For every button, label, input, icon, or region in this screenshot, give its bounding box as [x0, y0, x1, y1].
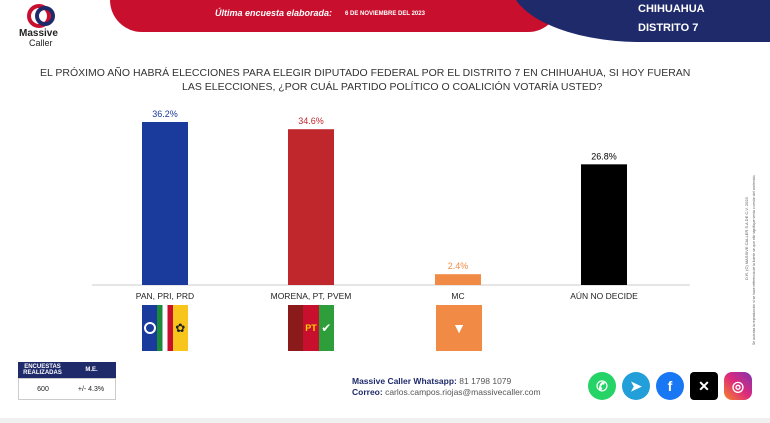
- survey-moe: +/- 4.3%: [77, 385, 105, 393]
- copyright-line-1: D.R. (C) MASSIVE CALLER S.A DE C.V. 2023: [744, 196, 749, 280]
- pvem-icon: ✔: [318, 305, 334, 351]
- category-label-0: PAN, PRI, PRD: [136, 291, 194, 301]
- eagle-icon: ▼: [452, 320, 466, 336]
- survey-label: Última encuesta elaborada:: [215, 8, 333, 18]
- mc-logo: ▼: [436, 305, 482, 351]
- telegram-icon[interactable]: ➤: [622, 372, 650, 400]
- brand-name-2: Caller: [29, 38, 53, 48]
- morena-icon: [288, 305, 304, 351]
- pri-icon: [157, 305, 173, 351]
- contact-info: Massive Caller Whatsapp: 81 1798 1079 Co…: [352, 376, 541, 398]
- email-address[interactable]: carlos.campos.riojas@massivecaller.com: [385, 387, 541, 397]
- pan-pri-prd-logo: ✿: [142, 305, 188, 351]
- value-label-1: 34.6%: [298, 116, 324, 126]
- prd-icon: ✿: [172, 305, 188, 351]
- category-label-3: AÚN NO DECIDE: [570, 291, 638, 301]
- bar-2: [435, 274, 481, 285]
- whatsapp-number[interactable]: 81 1798 1079: [459, 376, 512, 386]
- massive-caller-logo-icon: [27, 4, 55, 28]
- survey-size-header: ENCUESTAS REALIZADAS: [23, 364, 62, 376]
- bar-3: [581, 164, 627, 285]
- pt-icon: PT: [303, 305, 319, 351]
- survey-info-table: ENCUESTAS REALIZADAS M.E. 600 +/- 4.3%: [18, 362, 116, 400]
- brand-name: Massive: [19, 28, 58, 39]
- pan-icon: [142, 305, 158, 351]
- whatsapp-icon[interactable]: ✆: [588, 372, 616, 400]
- copyright-line-2: Se autoriza la reproducción si se hace r…: [752, 175, 756, 345]
- bar-0: [142, 122, 188, 285]
- value-label-3: 26.8%: [591, 151, 617, 161]
- survey-question: EL PRÓXIMO AÑO HABRÁ ELECCIONES PARA ELE…: [40, 66, 740, 94]
- region-state: CHIHUAHUA: [638, 3, 705, 15]
- bar-1: [288, 129, 334, 285]
- category-label-1: MORENA, PT, PVEM: [271, 291, 352, 301]
- header-banner: [110, 0, 560, 32]
- x-icon[interactable]: ✕: [690, 372, 718, 400]
- whatsapp-label: Massive Caller Whatsapp:: [352, 376, 457, 386]
- footer-line: [0, 418, 770, 423]
- email-label: Correo:: [352, 387, 383, 397]
- copyright-note: D.R. (C) MASSIVE CALLER S.A DE C.V. 2023…: [744, 175, 756, 345]
- social-icons: ✆ ➤ f ✕ ◎: [588, 372, 752, 400]
- instagram-icon[interactable]: ◎: [724, 372, 752, 400]
- survey-moe-header: M.E.: [85, 367, 98, 373]
- question-line-2: LAS ELECCIONES, ¿POR CUÁL PARTIDO POLÍTI…: [182, 81, 603, 93]
- region-district: DISTRITO 7: [638, 22, 699, 34]
- category-label-2: MC: [451, 291, 464, 301]
- morena-pt-pvem-logo: PT ✔: [288, 305, 334, 351]
- value-label-0: 36.2%: [152, 109, 178, 119]
- question-line-1: EL PRÓXIMO AÑO HABRÁ ELECCIONES PARA ELE…: [40, 67, 691, 79]
- survey-date: 6 DE NOVIEMBRE DEL 2023: [345, 11, 425, 17]
- facebook-icon[interactable]: f: [656, 372, 684, 400]
- survey-size: 600: [37, 385, 49, 393]
- value-label-2: 2.4%: [448, 261, 469, 271]
